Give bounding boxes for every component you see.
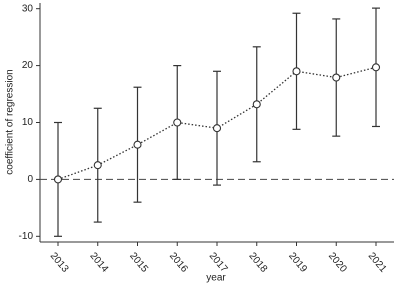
- x-tick-label: 2014: [87, 251, 110, 275]
- y-tick-label: -10: [19, 231, 34, 242]
- point: [133, 140, 142, 149]
- point: [93, 161, 102, 170]
- point: [371, 63, 381, 72]
- y-tick-label: 20: [22, 60, 34, 71]
- x-tick-label: 2020: [326, 251, 349, 275]
- y-tick-label: 30: [22, 3, 34, 14]
- x-tick-label: 2017: [207, 251, 230, 275]
- point: [332, 73, 341, 82]
- point: [173, 118, 182, 127]
- point: [212, 124, 222, 133]
- y-axis-label: coefficient of regression: [5, 69, 16, 174]
- x-axis-label: year: [206, 273, 226, 284]
- x-tick-label: 2015: [127, 251, 150, 275]
- point: [252, 100, 261, 109]
- point: [292, 67, 301, 76]
- x-tick-label: 2016: [167, 251, 190, 275]
- y-tick-label: 0: [27, 174, 33, 185]
- point: [53, 175, 63, 184]
- x-tick-label: 2021: [366, 251, 389, 275]
- x-tick-label: 2019: [286, 251, 309, 275]
- x-tick-label: 2018: [246, 251, 269, 275]
- y-tick-label: 10: [22, 117, 34, 128]
- x-tick-label: 2013: [48, 251, 71, 275]
